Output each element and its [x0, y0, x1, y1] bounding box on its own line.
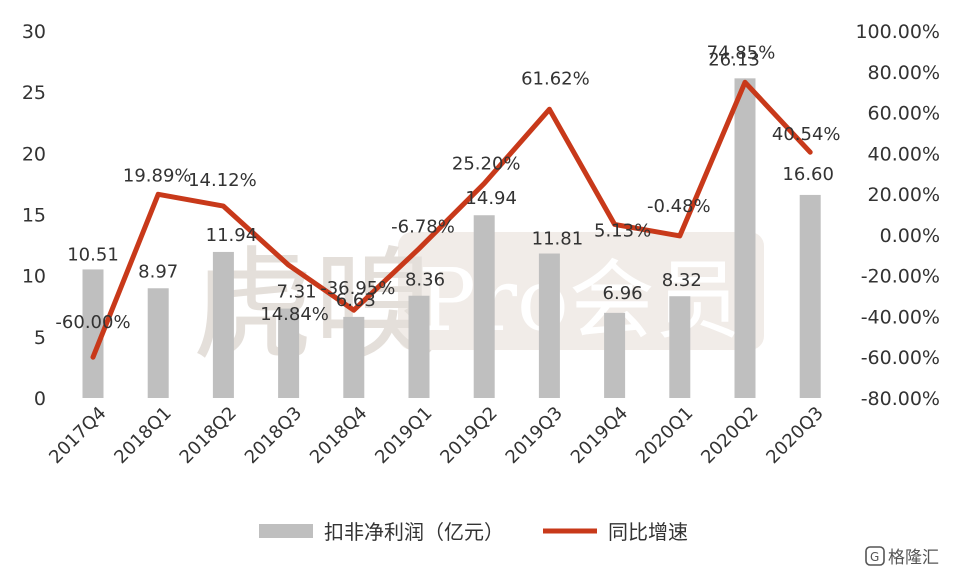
right-axis-tick: 100.00%: [855, 21, 940, 43]
x-axis-tick: 2020Q1: [632, 403, 697, 468]
right-axis-tick: 80.00%: [868, 62, 940, 84]
bar: [147, 288, 169, 398]
watermark-right-text: Pro会员: [418, 251, 741, 351]
bar-data-label: 16.60: [782, 164, 834, 185]
left-axis-tick: 15: [22, 205, 46, 227]
line-data-labels: -60.00% 19.89%14.12% 14.84% -36.95% -6.78% 25…: [55, 42, 840, 333]
growth-line: [90, 79, 813, 360]
bar-data-label: 14.94: [465, 188, 517, 209]
x-axis-tick: 2018Q3: [241, 403, 306, 468]
legend-bar-swatch: [259, 524, 313, 538]
bar: [538, 253, 560, 398]
source-badge: G 格隆汇: [865, 546, 939, 568]
right-axis-tick: 60.00%: [868, 103, 940, 125]
bar: [408, 295, 430, 398]
line-data-label: 19.89%: [123, 165, 192, 186]
right-axis-tick: -80.00%: [861, 388, 940, 410]
bar-data-label: 8.36: [405, 270, 445, 291]
bar: [799, 194, 821, 398]
legend-line-label: 同比增速: [608, 520, 688, 544]
line-data-label: 14.84%: [260, 304, 329, 325]
bar: [473, 215, 495, 398]
left-axis-tick: 5: [34, 327, 46, 349]
x-axis-tick: 2018Q2: [176, 403, 241, 468]
x-axis-tick: 2019Q4: [567, 403, 632, 468]
line-data-label: 61.62%: [521, 68, 590, 89]
bar-data-label: 26.13: [708, 49, 760, 70]
line-data-label: 5.13%: [594, 220, 651, 241]
bar: [734, 78, 756, 398]
legend-bar-label: 扣非净利润（亿元）: [324, 520, 504, 544]
x-axis-tick: 2020Q3: [762, 403, 827, 468]
right-axis-tick: 20.00%: [868, 184, 940, 206]
bar-series: [82, 78, 821, 398]
line-data-label: 14.12%: [188, 170, 257, 191]
line-data-label: 74.85%: [707, 42, 776, 63]
x-axis-tick: 2017Q4: [45, 403, 110, 468]
gelonghui-logo-glyph: G: [870, 550, 879, 564]
right-axis-tick: 40.00%: [868, 143, 940, 165]
bar-data-label: 8.97: [138, 261, 178, 282]
bar-data-label: 6.96: [603, 283, 643, 304]
line-data-label: 25.20%: [452, 154, 521, 175]
bar-data-label: 11.94: [206, 225, 258, 246]
bar: [669, 296, 691, 398]
right-axis-tick: -20.00%: [861, 266, 940, 288]
right-axis-tick: -60.00%: [861, 347, 940, 369]
line-data-label: -60.00%: [55, 312, 130, 333]
right-axis-tick: -40.00%: [861, 306, 940, 328]
bar: [343, 316, 365, 398]
x-axis-tick: 2019Q1: [371, 403, 436, 468]
x-axis-tick: 2019Q3: [502, 403, 567, 468]
line-data-label: -0.48%: [647, 196, 711, 217]
left-axis-tick: 20: [22, 143, 46, 165]
bar-data-label: 11.81: [532, 229, 584, 250]
left-axis-tick: 0: [34, 388, 46, 410]
bar: [604, 312, 626, 398]
bar-data-label: 8.32: [662, 270, 702, 291]
x-axis-tick: 2018Q1: [110, 403, 175, 468]
right-axis: -80.00% -60.00% -40.00% -20.00% 0.00% 20.00% 4…: [855, 21, 940, 410]
bar-data-label: 7.31: [277, 282, 317, 303]
left-axis-tick: 25: [22, 82, 46, 104]
bar-data-label: 6.63: [336, 290, 376, 311]
bar: [212, 251, 234, 398]
left-axis: 0 5 10 15 20 25 30: [22, 21, 46, 410]
x-axis-tick: 2020Q2: [697, 403, 762, 468]
source-badge-text: 格隆汇: [888, 548, 939, 568]
line-data-label: 40.54%: [772, 124, 841, 145]
left-axis-tick: 30: [22, 21, 46, 43]
line-series: [90, 79, 813, 360]
bar: [82, 269, 104, 398]
bar-data-label: 10.51: [67, 244, 119, 265]
bar-data-labels: 10.51 8.97 11.94 7.31 6.63 8.36 14.94 11.81 6.96…: [67, 49, 834, 311]
x-axis-tick: 2018Q4: [306, 403, 371, 468]
line-data-label: -36.95%: [320, 278, 395, 299]
gelonghui-logo-icon: [865, 546, 885, 566]
legend: 扣非净利润（亿元） 同比增速: [259, 520, 688, 544]
left-axis-tick: 10: [22, 266, 46, 288]
bar: [278, 308, 300, 398]
x-axis-tick: 2019Q2: [436, 403, 501, 468]
x-axis-ticks: 2017Q4 2018Q1 2018Q2 2018Q3 2018Q4 2019Q1 2019…: [45, 403, 828, 468]
right-axis-tick: 0.00%: [880, 225, 940, 247]
line-data-label: -6.78%: [391, 217, 455, 238]
